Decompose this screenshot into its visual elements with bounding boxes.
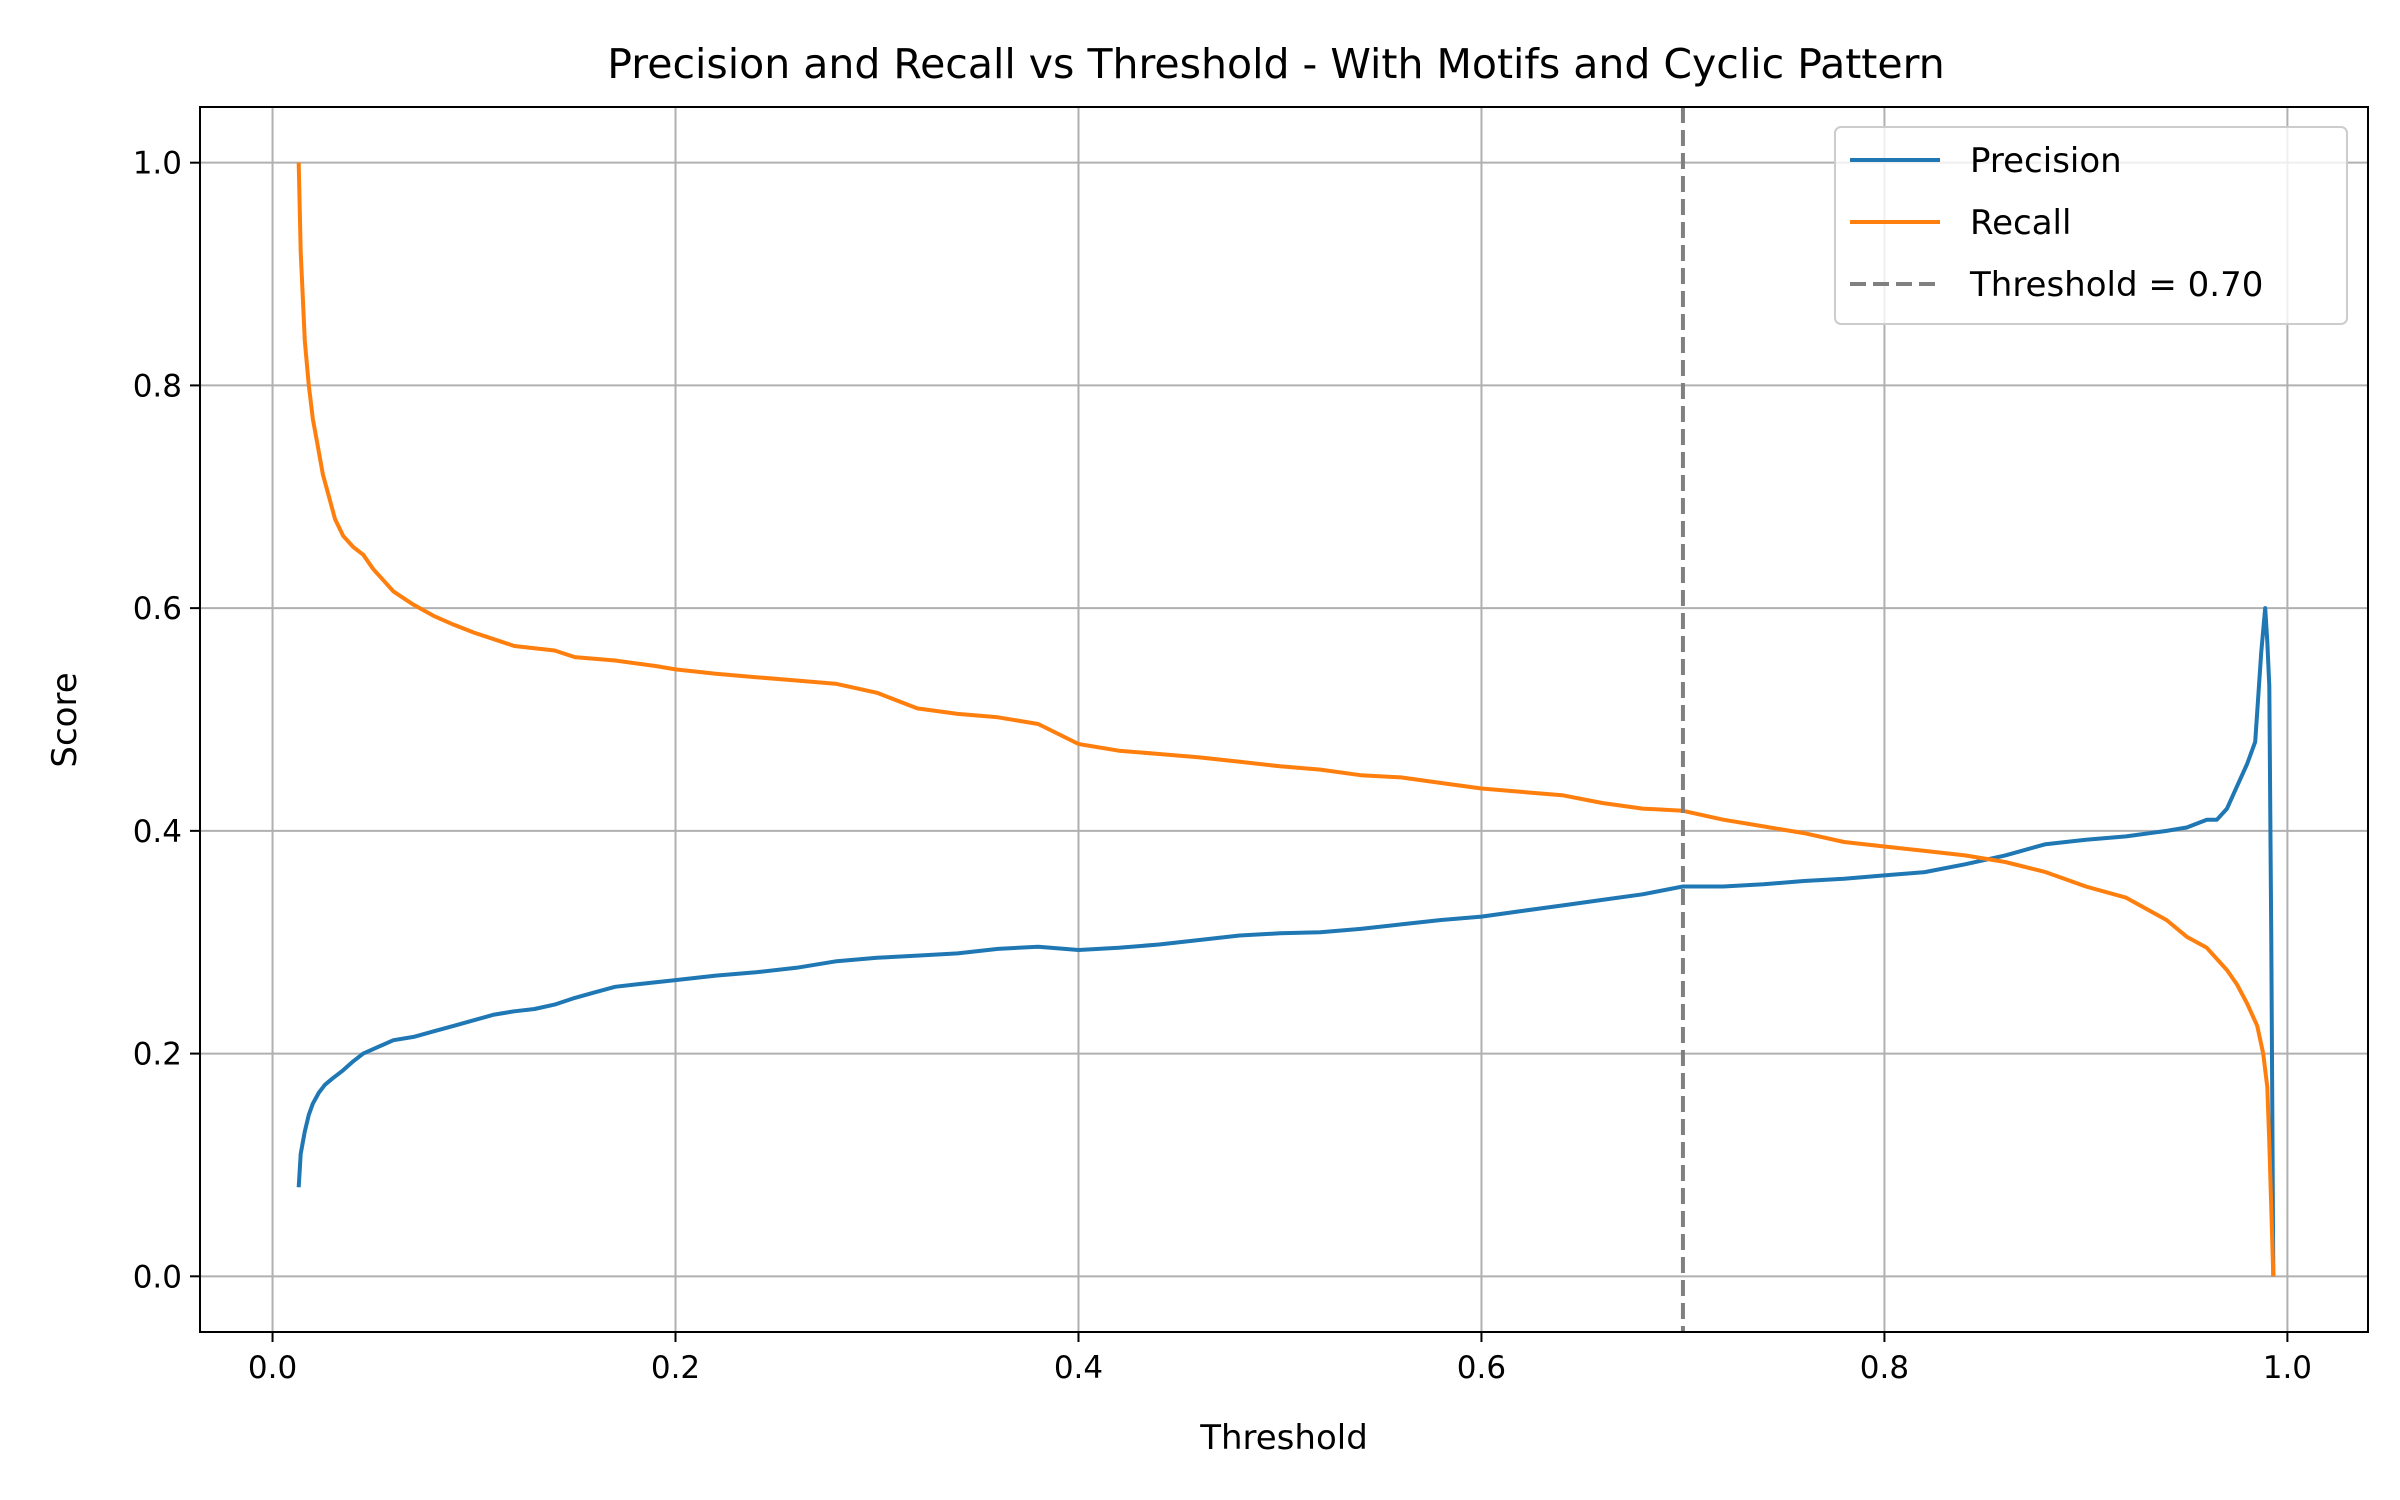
- legend-label-threshold: Threshold = 0.70: [1969, 265, 2263, 305]
- y-tick-label: 0.4: [133, 814, 182, 850]
- y-tick-label: 0.6: [133, 591, 182, 627]
- legend-box: [1834, 126, 2348, 325]
- y-tick-label: 0.2: [133, 1037, 182, 1073]
- legend-label-precision: Precision: [1970, 141, 2122, 181]
- plot-series: [296, 162, 2276, 1277]
- legend-label-recall: Recall: [1970, 203, 2071, 243]
- axis-ticks: 0.0 0.2 0.4 0.6 0.8 1.0 0.0 0.2 0.4 0.6 0.8 1.0: [133, 146, 2312, 1386]
- x-tick-label: 1.0: [2263, 1350, 2312, 1386]
- legend: Precision Recall Threshold = 0.70: [1834, 126, 2348, 325]
- series-line-precision: [296, 606, 2276, 1277]
- y-tick-label: 0.8: [133, 368, 182, 404]
- y-axis-label: Score: [45, 672, 85, 767]
- y-tick-label: 0.0: [133, 1259, 182, 1295]
- plot-frame: [199, 106, 2369, 1333]
- x-tick-label: 0.8: [1860, 1350, 1909, 1386]
- grid: [200, 107, 2368, 1332]
- chart-title: Precision and Recall vs Threshold - With…: [607, 40, 1944, 88]
- y-tick-label: 1.0: [133, 146, 182, 182]
- x-tick-label: 0.2: [651, 1350, 700, 1386]
- x-tick-label: 0.4: [1054, 1350, 1103, 1386]
- x-tick-label: 0.6: [1457, 1350, 1506, 1386]
- x-axis-label: Threshold: [1199, 1418, 1368, 1458]
- x-tick-label: 0.0: [248, 1350, 297, 1386]
- series-line-recall: [296, 162, 2276, 1277]
